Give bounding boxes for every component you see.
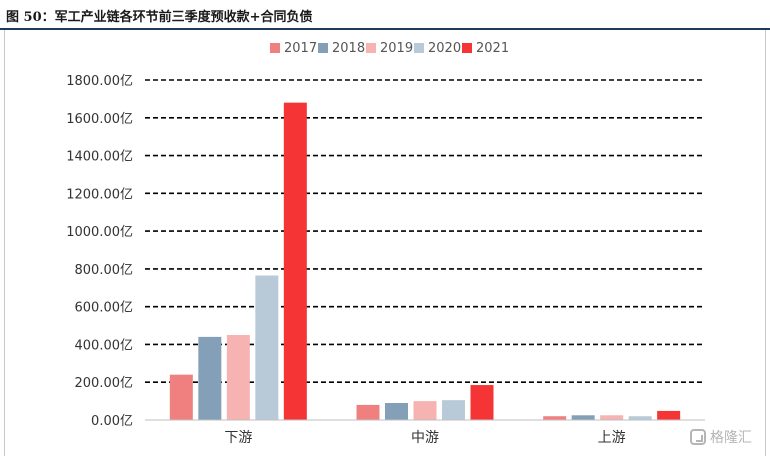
bars <box>169 102 681 421</box>
y-tick-label: 800.00亿 <box>75 263 134 278</box>
x-tick-label: 中游 <box>411 430 439 446</box>
y-tick-label: 0.00亿 <box>91 414 133 429</box>
legend-swatch <box>270 43 280 53</box>
frame-border-right <box>765 30 766 456</box>
y-tick-label: 600.00亿 <box>75 301 134 316</box>
bar-2020-2 <box>628 416 652 420</box>
y-tick-label: 1200.00亿 <box>66 187 133 202</box>
bar-2021-0 <box>283 102 307 421</box>
bar-2019-1 <box>413 401 437 420</box>
legend-label: 2019 <box>380 41 413 56</box>
legend: 2017 2018 2019 2020 2021 <box>270 41 509 56</box>
legend-label: 2017 <box>284 41 317 56</box>
x-tick-label: 下游 <box>224 430 252 446</box>
watermark: 格隆汇 <box>690 427 752 447</box>
chart-title: 图 50：军工产业链各环节前三季度预收款+合同负债 <box>6 10 313 25</box>
legend-swatch <box>366 43 376 53</box>
frame-border-left <box>4 30 5 456</box>
bar-2018-2 <box>571 415 595 420</box>
y-tick-label: 1800.00亿 <box>66 74 133 89</box>
bar-2017-2 <box>543 416 567 420</box>
bar-2020-0 <box>255 275 279 420</box>
watermark-logo-icon <box>690 429 706 445</box>
y-tick-label: 1000.00亿 <box>66 225 133 240</box>
bar-2021-1 <box>470 385 494 420</box>
bar-2019-2 <box>600 415 624 420</box>
legend-label: 2021 <box>476 41 509 56</box>
legend-swatch <box>318 43 328 53</box>
bar-2017-1 <box>356 404 380 420</box>
bar-2017-0 <box>169 374 193 420</box>
bar-2018-0 <box>198 336 222 420</box>
title-divider <box>0 28 770 30</box>
y-tick-label: 400.00亿 <box>75 338 134 353</box>
y-axis-ticks: 0.00亿 200.00亿 400.00亿 600.00亿 800.00亿 1000.00… <box>66 74 133 429</box>
legend-swatch <box>462 43 472 53</box>
y-tick-label: 1400.00亿 <box>66 150 133 165</box>
legend-label: 2020 <box>428 41 461 56</box>
bar-2021-2 <box>657 410 681 420</box>
bar-2019-0 <box>226 335 250 420</box>
y-tick-label: 200.00亿 <box>75 376 134 391</box>
x-axis-ticks: 下游 中游 上游 <box>224 430 625 446</box>
y-tick-label: 1600.00亿 <box>66 112 133 127</box>
x-tick-label: 上游 <box>598 430 626 446</box>
watermark-text: 格隆汇 <box>710 430 752 446</box>
legend-swatch <box>414 43 424 53</box>
legend-label: 2018 <box>332 41 365 56</box>
gridlines <box>145 79 705 384</box>
bar-2020-1 <box>442 400 465 420</box>
bar-2018-1 <box>385 403 408 420</box>
